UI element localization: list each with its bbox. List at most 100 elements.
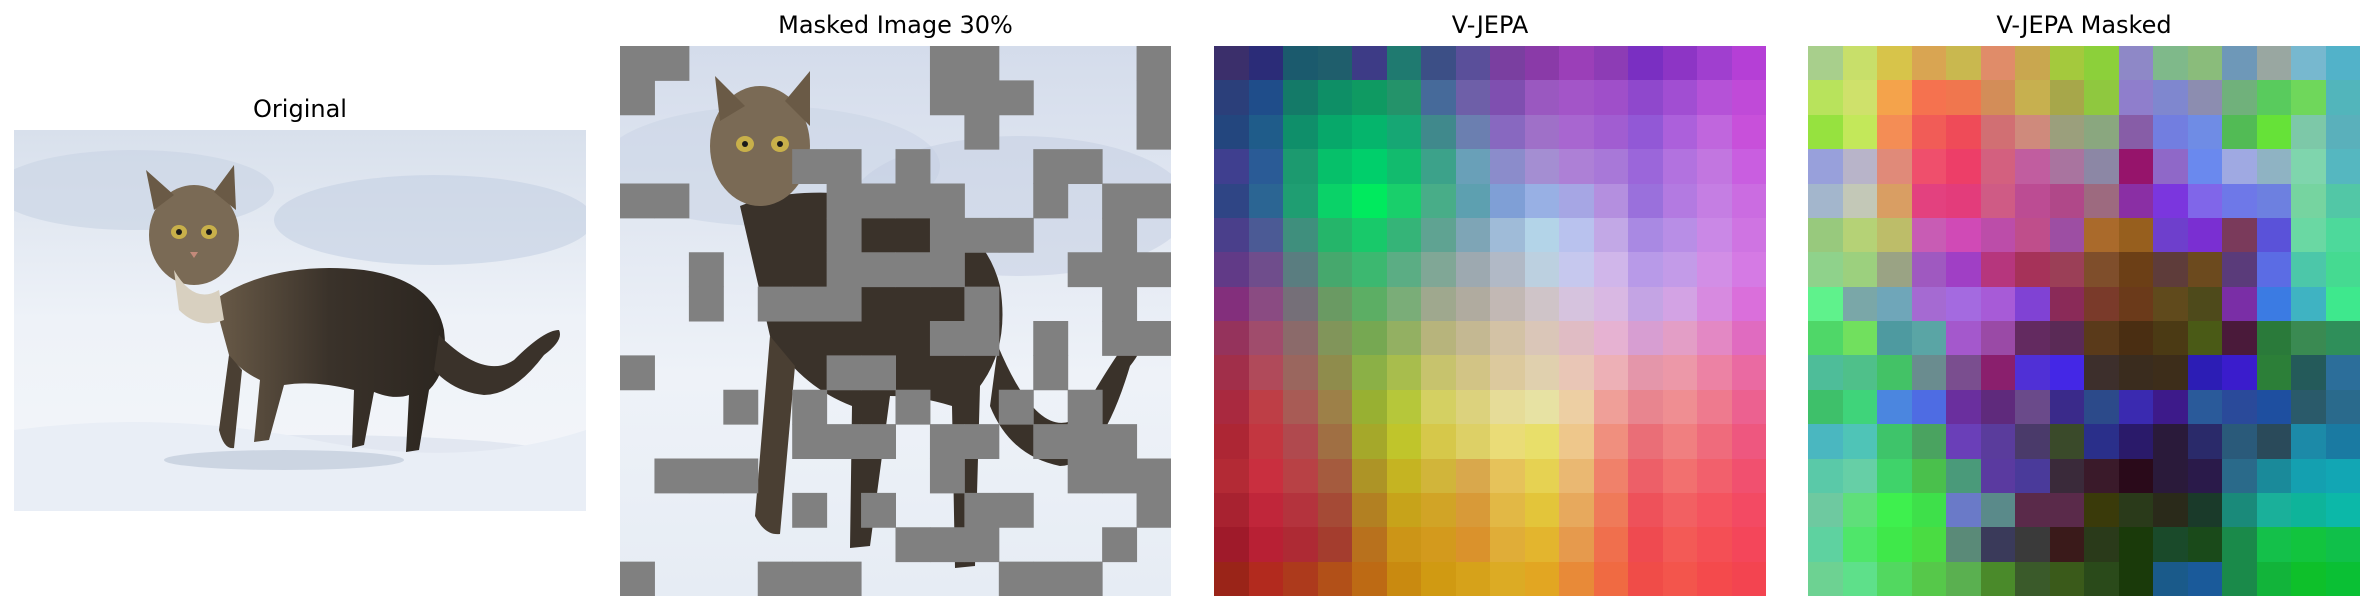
- feature-patch: [1593, 114, 1628, 150]
- feature-patch: [2015, 217, 2050, 253]
- feature-patch: [1980, 114, 2015, 150]
- feature-patch: [1593, 217, 1628, 253]
- feature-patch: [1421, 527, 1456, 562]
- feature-patch: [2291, 183, 2326, 218]
- feature-patch: [1421, 561, 1456, 596]
- vjepa-masked-grid: [1808, 46, 2360, 596]
- feature-patch: [2187, 46, 2222, 81]
- mask-patch: [1033, 561, 1069, 596]
- mask-patch: [792, 286, 828, 322]
- feature-patch: [1877, 149, 1912, 184]
- feature-patch: [1214, 492, 1249, 528]
- feature-patch: [1524, 389, 1559, 425]
- feature-patch: [1386, 492, 1421, 528]
- feature-patch: [1980, 46, 2015, 81]
- feature-patch: [2015, 252, 2050, 287]
- feature-patch: [1911, 46, 1946, 81]
- feature-patch: [2118, 183, 2153, 218]
- feature-patch: [1877, 424, 1912, 459]
- feature-patch: [1559, 46, 1594, 81]
- feature-patch: [1524, 286, 1559, 321]
- feature-patch: [1455, 217, 1490, 253]
- feature-patch: [1842, 561, 1877, 596]
- feature-patch: [1248, 561, 1283, 596]
- feature-patch: [1662, 527, 1697, 562]
- feature-patch: [2118, 355, 2153, 390]
- mask-patch: [964, 80, 1000, 116]
- feature-patch: [2084, 149, 2119, 184]
- feature-patch: [1808, 492, 1843, 528]
- feature-patch: [1593, 80, 1628, 115]
- mask-patch: [620, 355, 655, 391]
- feature-patch: [1662, 389, 1697, 425]
- mask-patch: [964, 424, 1000, 460]
- feature-patch: [2256, 458, 2291, 493]
- feature-patch: [1662, 561, 1697, 596]
- feature-patch: [2256, 46, 2291, 81]
- feature-patch: [1524, 321, 1559, 356]
- feature-patch: [1877, 46, 1912, 81]
- feature-patch: [1808, 424, 1843, 459]
- feature-patch: [1421, 46, 1456, 81]
- mask-patch: [998, 80, 1034, 116]
- feature-patch: [1352, 183, 1387, 218]
- feature-patch: [2325, 80, 2360, 115]
- feature-patch: [1455, 80, 1490, 115]
- feature-patch: [1946, 492, 1981, 528]
- mask-patch: [1136, 183, 1171, 219]
- feature-patch: [1731, 286, 1766, 321]
- feature-patch: [1593, 492, 1628, 528]
- feature-patch: [1662, 114, 1697, 150]
- feature-patch: [1877, 458, 1912, 493]
- panel-original: Original: [14, 0, 586, 611]
- feature-patch: [2153, 252, 2188, 287]
- feature-patch: [1455, 286, 1490, 321]
- feature-patch: [1697, 217, 1732, 253]
- feature-patch: [1386, 217, 1421, 253]
- feature-patch: [1628, 80, 1663, 115]
- feature-patch: [2049, 46, 2084, 81]
- feature-patch: [1455, 46, 1490, 81]
- mask-patch: [826, 149, 862, 185]
- feature-patch: [1214, 46, 1249, 81]
- mask-patch: [688, 286, 724, 322]
- feature-patch: [1593, 458, 1628, 493]
- feature-patch: [1524, 527, 1559, 562]
- mask-patch: [1136, 458, 1171, 494]
- mask-patch: [723, 458, 759, 494]
- feature-patch: [1697, 355, 1732, 390]
- feature-patch: [1248, 286, 1283, 321]
- feature-patch: [1842, 458, 1877, 493]
- feature-patch: [1352, 355, 1387, 390]
- feature-patch: [1283, 114, 1318, 150]
- feature-patch: [2118, 389, 2153, 425]
- feature-patch: [1317, 252, 1352, 287]
- feature-patch: [1877, 80, 1912, 115]
- feature-patch: [1559, 217, 1594, 253]
- feature-patch: [1911, 389, 1946, 425]
- feature-patch: [2187, 149, 2222, 184]
- feature-patch: [1283, 149, 1318, 184]
- feature-patch: [2325, 527, 2360, 562]
- mask-patch: [826, 561, 862, 596]
- feature-patch: [2049, 492, 2084, 528]
- feature-patch: [2291, 46, 2326, 81]
- feature-patch: [1911, 458, 1946, 493]
- mask-patch: [826, 424, 862, 460]
- feature-patch: [1808, 321, 1843, 356]
- feature-patch: [1386, 527, 1421, 562]
- mask-patch: [895, 389, 931, 425]
- feature-patch: [1628, 149, 1663, 184]
- feature-patch: [1214, 389, 1249, 425]
- feature-patch: [1946, 149, 1981, 184]
- feature-patch: [1283, 492, 1318, 528]
- feature-patch: [2084, 561, 2119, 596]
- feature-patch: [1386, 389, 1421, 425]
- mask-patch: [723, 389, 759, 425]
- feature-patch: [1352, 80, 1387, 115]
- feature-patch: [1559, 458, 1594, 493]
- feature-patch: [1662, 46, 1697, 81]
- feature-patch: [2118, 424, 2153, 459]
- mask-patch: [1102, 424, 1138, 460]
- feature-patch: [1980, 527, 2015, 562]
